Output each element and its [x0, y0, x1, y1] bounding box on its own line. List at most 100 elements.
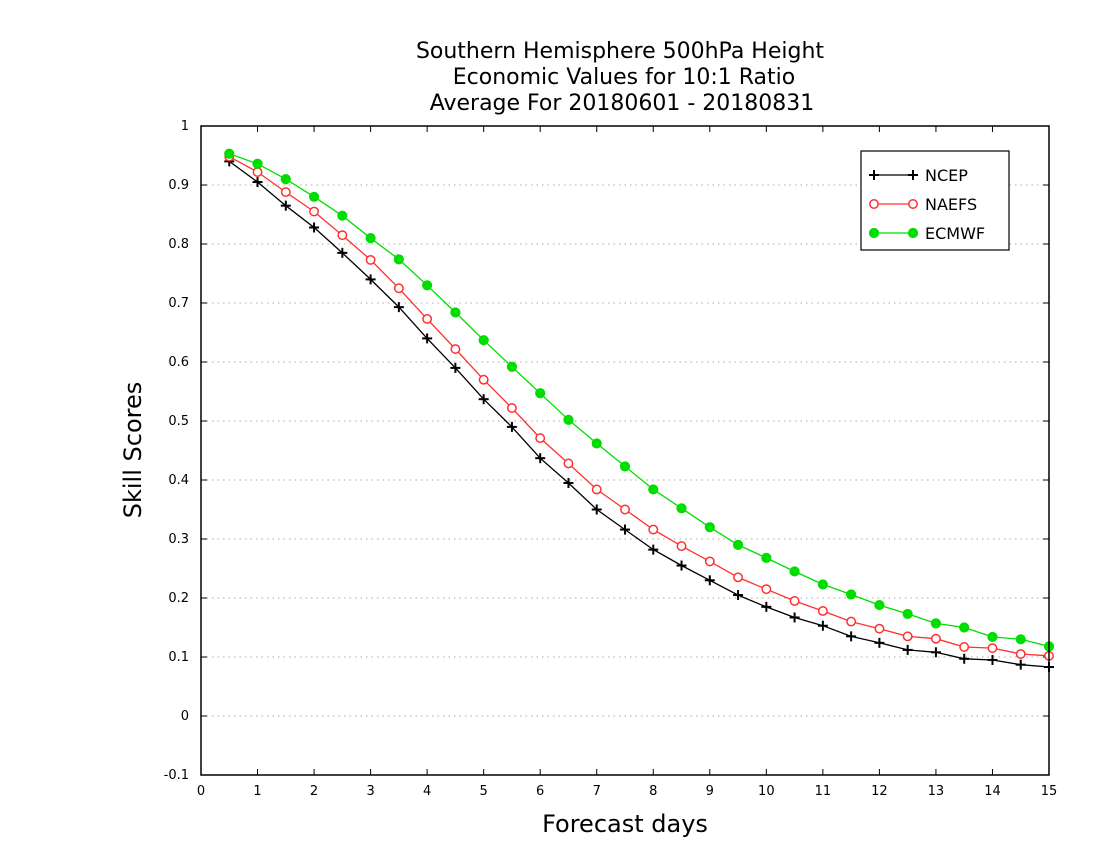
legend-entry-ncep: NCEP: [869, 166, 968, 185]
legend: NCEP NAEFS ECMWF: [860, 150, 1010, 251]
x-tick-label: 5: [480, 784, 488, 799]
ecmwf-point: [789, 566, 800, 577]
x-tick-label: 15: [1041, 784, 1058, 799]
naefs-point: [337, 230, 348, 241]
ncep-point: [393, 302, 404, 313]
naefs-point: [817, 606, 828, 616]
naefs-point: [535, 433, 546, 444]
ncep-point: [478, 394, 489, 405]
x-tick-label: 9: [706, 784, 714, 799]
x-tick-label: 10: [758, 784, 775, 799]
naefs-point: [987, 643, 998, 654]
ncep-point: [733, 590, 744, 601]
ncep-point: [309, 222, 320, 233]
ecmwf-point: [393, 254, 404, 265]
y-tick-label: 0: [181, 709, 189, 724]
naefs-point: [563, 458, 574, 469]
ecmwf-point: [846, 589, 857, 600]
chart-title: Southern Hemisphere 500hPa Height Econom…: [416, 39, 824, 116]
ncep-point: [704, 575, 715, 586]
grid: [201, 184, 1049, 717]
ncep-point: [422, 333, 433, 344]
naefs-point: [676, 541, 687, 552]
ncep-point: [620, 524, 630, 535]
naefs-point: [591, 484, 602, 495]
ecmwf-point: [930, 618, 942, 629]
ecmwf-point: [732, 539, 744, 551]
x-tick-label: 14: [984, 784, 1001, 799]
legend-label-ecmwf: ECMWF: [925, 224, 985, 243]
ecmwf-point: [817, 579, 828, 590]
ncep-point: [1015, 659, 1026, 670]
y-tick-label: 0.1: [168, 650, 189, 665]
y-tick-label: 0.2: [168, 591, 189, 606]
naefs-point: [478, 374, 489, 385]
legend-marker-start: [869, 199, 879, 209]
ncep-point: [591, 504, 602, 515]
legend-entry-ecmwf: ECMWF: [868, 224, 985, 243]
y-tick-label: 0.3: [168, 532, 189, 547]
legend-marker-start: [869, 170, 879, 180]
naefs-point: [959, 642, 970, 652]
x-tick-label: 8: [649, 784, 657, 799]
x-tick-label: 3: [366, 784, 374, 799]
ncep-point: [817, 620, 828, 631]
ncep-point: [930, 647, 941, 658]
title-line-3: Average For 20180601 - 20180831: [430, 91, 815, 116]
axis-ticks: -0.100.10.20.30.40.50.60.70.80.910 1 2 3 4 5 6…: [164, 119, 1058, 799]
ecmwf-point: [337, 210, 348, 221]
ecmwf-point: [648, 484, 659, 495]
ncep-point: [337, 247, 348, 258]
naefs-point: [620, 504, 630, 515]
x-tick-label: 1: [253, 784, 261, 799]
legend-label-naefs: NAEFS: [925, 195, 977, 214]
ecmwf-point: [874, 599, 885, 611]
ecmwf-point: [478, 335, 489, 346]
ecmwf-point: [308, 191, 320, 202]
x-tick-label: 7: [593, 784, 601, 799]
ncep-point: [563, 477, 574, 488]
x-tick-label: 12: [871, 784, 888, 799]
ncep-point: [365, 274, 376, 285]
naefs-point: [450, 344, 461, 354]
ncep-point: [987, 654, 998, 665]
ecmwf-point: [902, 608, 913, 620]
naefs-point: [846, 616, 857, 627]
x-tick-label: 4: [423, 784, 431, 799]
ecmwf-point: [535, 388, 546, 399]
naefs-point: [393, 283, 404, 294]
ecmwf-point: [761, 552, 772, 563]
ncep-point: [535, 453, 546, 464]
ncep-point: [506, 421, 517, 432]
naefs-point: [1015, 649, 1026, 659]
ecmwf-point: [506, 361, 518, 372]
y-tick-label: 0.8: [168, 237, 189, 252]
naefs-point: [704, 556, 715, 567]
ncep-point: [846, 631, 857, 642]
ecmwf-point: [591, 438, 602, 449]
y-tick-label: 1: [181, 119, 189, 134]
legend-marker-start: [868, 227, 880, 239]
series-ncep: [224, 156, 1054, 673]
ecmwf-point: [252, 158, 263, 169]
naefs-point: [252, 167, 263, 177]
legend-entry-naefs: NAEFS: [869, 195, 977, 214]
legend-label-ncep: NCEP: [925, 166, 968, 185]
naefs-point: [930, 633, 941, 644]
x-tick-label: 2: [310, 784, 318, 799]
naefs-point: [365, 254, 376, 265]
ncep-point: [761, 601, 772, 612]
y-tick-label: 0.9: [168, 178, 189, 193]
x-axis-label: Forecast days: [542, 810, 708, 838]
title-line-2: Economic Values for 10:1 Ratio: [453, 65, 795, 90]
ecmwf-point: [704, 522, 715, 533]
x-tick-label: 0: [197, 784, 205, 799]
y-tick-label: 0.7: [168, 296, 189, 311]
ecmwf-point: [280, 174, 291, 185]
ecmwf-point: [422, 280, 433, 291]
ncep-point: [789, 612, 800, 623]
ecmwf-point: [224, 148, 235, 159]
ncep-point: [676, 560, 687, 571]
naefs-point: [874, 623, 885, 634]
